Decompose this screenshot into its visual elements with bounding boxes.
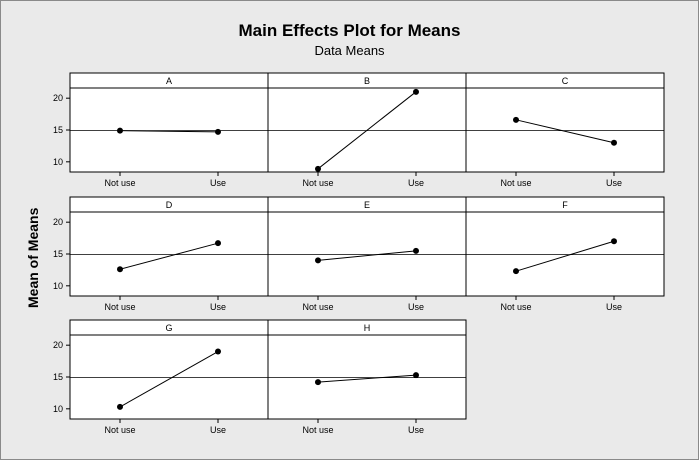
x-tick-label-e-1: Use <box>408 302 424 312</box>
x-tick-label-h-1: Use <box>408 425 424 435</box>
panel-plot-area-g <box>69 334 269 420</box>
panel-e: E Not use Use <box>267 196 467 312</box>
y-tick-label-g-10: 10 <box>53 404 63 414</box>
x-tick-label-f-1: Use <box>606 302 622 312</box>
panel-b: B Not use Use <box>267 72 467 188</box>
y-tick-label-d-20: 20 <box>53 217 63 227</box>
panel-plot-area-c <box>465 87 665 173</box>
series-line-f <box>515 240 615 272</box>
panel-strip-label-h: H <box>364 323 371 333</box>
x-tick-label-h-0: Not use <box>302 425 333 435</box>
panel-strip-label-f: F <box>562 200 568 210</box>
x-tick-label-e-0: Not use <box>302 302 333 312</box>
panel-a: A 10 15 20 Not use Use <box>53 72 269 188</box>
x-tick-label-b-1: Use <box>408 178 424 188</box>
x-tick-label-c-0: Not use <box>500 178 531 188</box>
panel-strip-label-d: D <box>166 200 173 210</box>
panel-strip-label-g: G <box>165 323 172 333</box>
x-tick-label-a-0: Not use <box>104 178 135 188</box>
data-point-h-1 <box>413 372 419 379</box>
data-point-c-1 <box>611 139 617 146</box>
x-tick-label-f-0: Not use <box>500 302 531 312</box>
y-tick-label-g-15: 15 <box>53 372 63 382</box>
panel-c: C Not use Use <box>465 72 665 188</box>
data-point-g-0 <box>117 403 123 410</box>
data-point-e-0 <box>315 257 321 264</box>
panel-h: H Not use Use <box>267 319 467 435</box>
x-tick-label-g-0: Not use <box>104 425 135 435</box>
data-point-b-0 <box>315 165 321 172</box>
data-point-f-0 <box>513 268 519 275</box>
y-tick-label-d-15: 15 <box>53 249 63 259</box>
y-tick-label-a-10: 10 <box>53 157 63 167</box>
data-point-c-0 <box>513 116 519 123</box>
panel-plot-area-d <box>69 211 269 297</box>
panel-strip-label-e: E <box>364 200 370 210</box>
x-tick-label-b-0: Not use <box>302 178 333 188</box>
series-line-e <box>317 250 417 261</box>
series-line-h <box>317 374 417 383</box>
series-line-a <box>119 130 219 133</box>
panel-plot-area-f <box>465 211 665 297</box>
x-tick-label-a-1: Use <box>210 178 226 188</box>
series-line-g <box>119 351 219 408</box>
x-tick-label-c-1: Use <box>606 178 622 188</box>
panel-plot-area-h <box>267 334 467 420</box>
panel-f: F Not use Use <box>465 196 665 312</box>
y-tick-label-a-15: 15 <box>53 125 63 135</box>
data-point-h-0 <box>315 379 321 386</box>
y-tick-label-d-10: 10 <box>53 281 63 291</box>
panel-plot-area-e <box>267 211 467 297</box>
panel-g: G 10 15 20 Not use Use <box>53 319 269 435</box>
panel-strip-label-b: B <box>364 76 370 86</box>
series-line-d <box>119 242 219 270</box>
y-tick-label-a-20: 20 <box>53 93 63 103</box>
panel-plot-area-b <box>267 87 467 173</box>
panel-strip-label-c: C <box>562 76 569 86</box>
chart-title: Main Effects Plot for Means <box>238 21 461 40</box>
x-tick-label-g-1: Use <box>210 425 226 435</box>
data-point-f-1 <box>611 238 617 245</box>
data-point-d-1 <box>215 240 221 247</box>
data-point-g-1 <box>215 348 221 355</box>
data-point-d-0 <box>117 266 123 273</box>
data-point-a-0 <box>117 127 123 134</box>
data-point-b-1 <box>413 88 419 95</box>
data-point-e-1 <box>413 247 419 254</box>
y-tick-label-g-20: 20 <box>53 340 63 350</box>
series-line-c <box>515 119 615 144</box>
panel-strip-label-a: A <box>166 76 172 86</box>
x-tick-label-d-1: Use <box>210 302 226 312</box>
chart-subtitle: Data Means <box>314 43 385 58</box>
data-point-a-1 <box>215 128 221 135</box>
panel-d: D 10 15 20 Not use Use <box>53 196 269 312</box>
x-tick-label-d-0: Not use <box>104 302 135 312</box>
panel-plot-area-a <box>69 87 269 173</box>
series-line-b <box>317 91 417 170</box>
